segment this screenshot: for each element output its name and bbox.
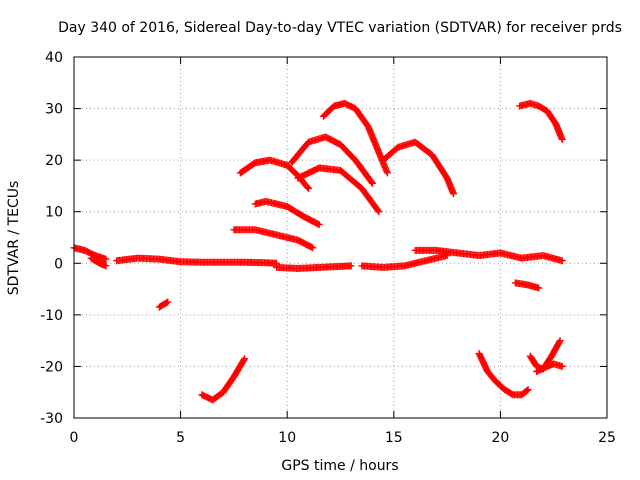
x-axis-label: GPS time / hours — [281, 458, 398, 474]
x-tick-label: 25 — [598, 430, 616, 446]
y-tick-label: 10 — [45, 205, 63, 221]
chart-title: Day 340 of 2016, Sidereal Day-to-day VTE… — [58, 20, 622, 36]
series-arc-10 — [251, 197, 323, 229]
data-point — [305, 185, 313, 193]
x-tick-label: 15 — [385, 430, 403, 446]
grid — [74, 57, 607, 418]
data-point — [558, 136, 566, 144]
data-point — [347, 262, 355, 270]
x-tick-label: 10 — [278, 430, 296, 446]
series-arc-17 — [511, 279, 543, 292]
series-arc-01 — [70, 244, 110, 263]
series-arc-05 — [358, 252, 451, 271]
x-tick-label: 20 — [491, 430, 509, 446]
x-tick-label: 5 — [176, 430, 185, 446]
data-point — [309, 244, 317, 252]
series-arc-07 — [155, 298, 172, 311]
series-arc-08 — [198, 355, 249, 404]
y-tick-label: 30 — [45, 102, 63, 118]
y-tick-label: -20 — [40, 359, 63, 375]
data-series — [70, 99, 566, 404]
data-point — [102, 262, 110, 270]
data-point — [375, 208, 383, 216]
series-arc-03 — [113, 254, 281, 267]
data-point — [368, 179, 376, 187]
y-tick-label: -10 — [40, 308, 63, 324]
y-tick-label: 40 — [45, 50, 63, 66]
data-point — [102, 255, 110, 263]
series-arc-12 — [287, 133, 376, 187]
y-tick-label: 0 — [54, 256, 63, 272]
series-arc-06 — [411, 246, 566, 265]
plot-frame — [73, 56, 608, 419]
series-arc-18 — [475, 350, 532, 399]
data-point — [163, 299, 171, 307]
data-point — [524, 386, 532, 394]
series-arc-04 — [273, 262, 355, 272]
data-point — [535, 284, 543, 292]
series-arc-15 — [379, 138, 457, 198]
data-point — [558, 257, 566, 265]
x-tick-label: 0 — [70, 430, 79, 446]
data-point — [164, 298, 172, 306]
series-arc-09 — [230, 226, 317, 252]
series-arc-20 — [533, 360, 566, 376]
data-point — [304, 183, 312, 191]
data-point — [383, 169, 391, 177]
data-point — [556, 337, 564, 345]
data-point — [315, 221, 323, 229]
data-point — [374, 207, 382, 215]
series-arc-13 — [294, 164, 383, 216]
data-point — [555, 338, 563, 346]
data-point — [523, 386, 531, 394]
data-point — [240, 356, 248, 364]
data-point — [449, 190, 457, 198]
data-point — [368, 178, 376, 186]
y-axis-label: SDTVAR / TECUs — [6, 181, 22, 296]
series-arc-14 — [319, 99, 391, 177]
y-tick-label: -30 — [40, 411, 63, 427]
data-point — [443, 252, 451, 260]
series-arc-02 — [87, 254, 110, 270]
series-arc-16 — [516, 99, 566, 144]
data-point — [558, 362, 566, 370]
data-point — [241, 355, 249, 363]
y-tick-label: 20 — [45, 153, 63, 169]
axes: 0 5 10 15 20 25 -30 -20 -10 0 10 20 30 40 — [40, 50, 616, 446]
